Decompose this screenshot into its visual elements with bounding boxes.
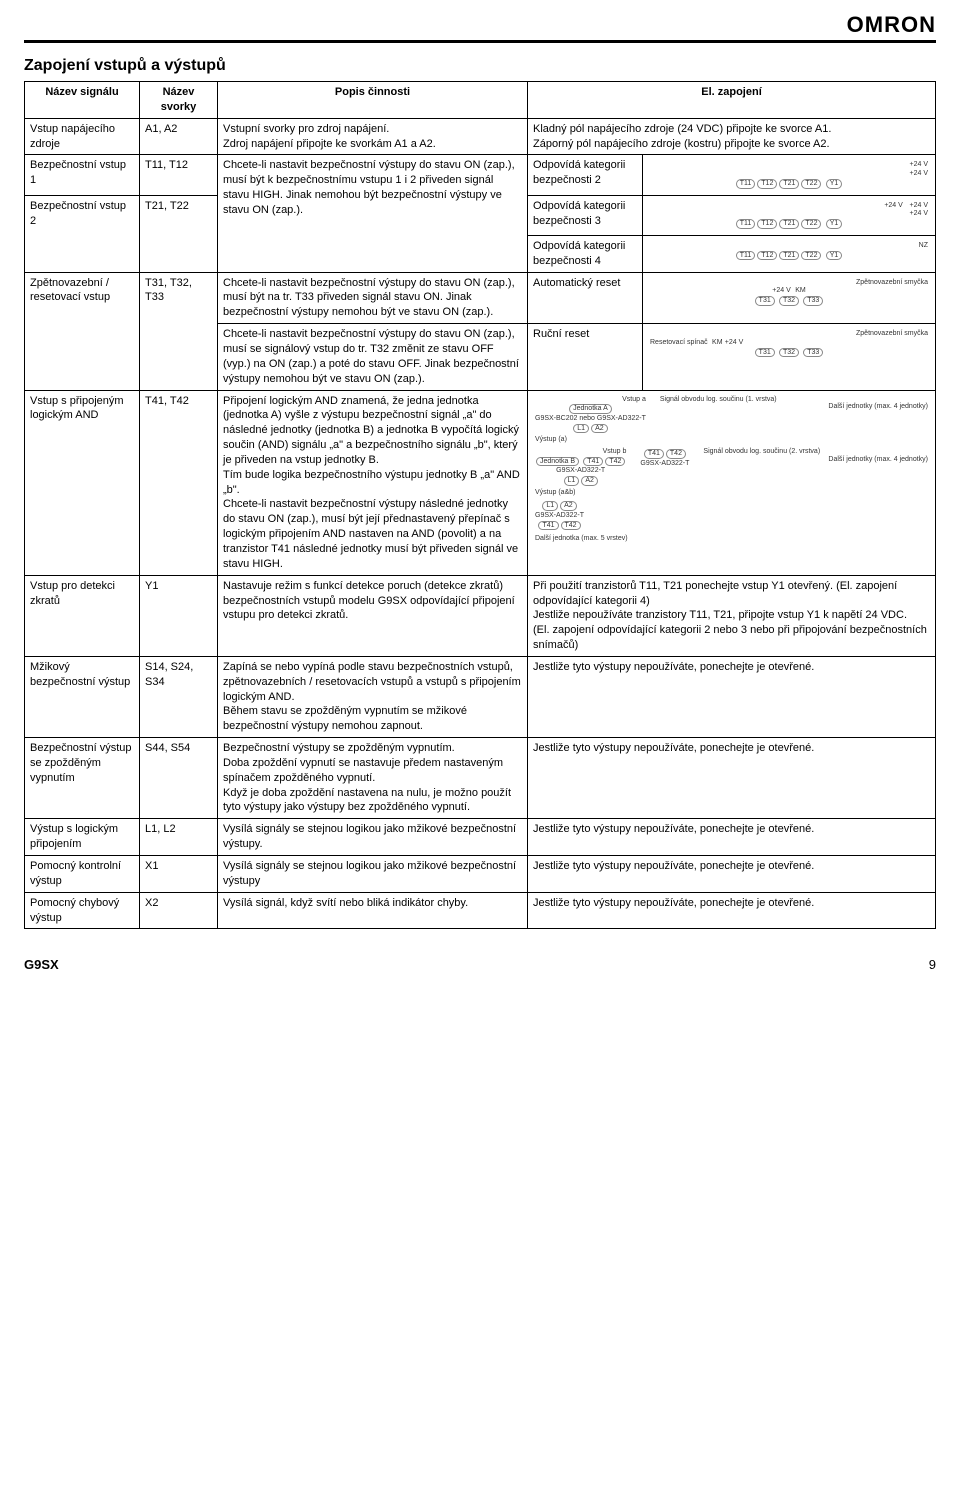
table-row: Vstup pro detekci zkratů Y1 Nastavuje re…	[25, 575, 936, 656]
cell-desc: Bezpečnostní výstupy se zpožděným vypnut…	[218, 738, 528, 819]
cell-desc: Vstupní svorky pro zdroj napájení. Zdroj…	[218, 118, 528, 155]
table-row: Zpětnovazební / resetovací vstup T31, T3…	[25, 272, 936, 324]
cell-signal: Bezpečnostní vstup 1	[25, 155, 140, 195]
col-header-signal: Název signálu	[25, 82, 140, 119]
col-header-terminal: Název svorky	[140, 82, 218, 119]
cell-wiring-cat: Odpovídá kategorii bezpečnosti 3	[528, 195, 643, 235]
cell-terminal: T11, T12	[140, 155, 218, 195]
cell-wiring: Jestliže tyto výstupy nepoužíváte, ponec…	[528, 656, 936, 737]
cell-terminal: X1	[140, 856, 218, 893]
cell-signal: Výstup s logickým připojením	[25, 819, 140, 856]
cell-signal: Bezpečnostní vstup 2	[25, 195, 140, 272]
manual-reset-diagram: Zpětnovazební smyčka Resetovací spínač K…	[648, 327, 930, 360]
cell-signal: Pomocný chybový výstup	[25, 892, 140, 929]
cell-terminal: A1, A2	[140, 118, 218, 155]
section-title: Zapojení vstupů a výstupů	[24, 57, 936, 75]
cell-wiring: Jestliže tyto výstupy nepoužíváte, ponec…	[528, 892, 936, 929]
cell-signal: Pomocný kontrolní výstup	[25, 856, 140, 893]
col-header-wiring: El. zapojení	[528, 82, 936, 119]
cell-signal: Zpětnovazební / resetovací vstup	[25, 272, 140, 390]
cell-desc: Chcete-li nastavit bezpečnostní výstupy …	[218, 272, 528, 324]
cell-wiring: Při použití tranzistorů T11, T21 poneche…	[528, 575, 936, 656]
cell-desc: Zapíná se nebo vypíná podle stavu bezpeč…	[218, 656, 528, 737]
page-footer: G9SX 9	[24, 957, 936, 972]
cell-signal: Vstup s připojeným logickým AND	[25, 390, 140, 575]
cell-wiring-cat: Odpovídá kategorii bezpečnosti 4	[528, 235, 643, 272]
cell-signal: Bezpečnostní výstup se zpožděným vypnutí…	[25, 738, 140, 819]
header-bar: OMRON	[24, 12, 936, 43]
io-wiring-table: Název signálu Název svorky Popis činnost…	[24, 81, 936, 929]
table-row: Bezpečnostní vstup 1 T11, T12 Chcete-li …	[25, 155, 936, 195]
table-header-row: Název signálu Název svorky Popis činnost…	[25, 82, 936, 119]
cell-wiring: Jestliže tyto výstupy nepoužíváte, ponec…	[528, 856, 936, 893]
and-logic-diagram: Vstup a Jednotka A G9SX-BC202 nebo G9SX-…	[533, 394, 930, 546]
footer-page-number: 9	[929, 957, 936, 972]
cell-terminal: T31, T32, T33	[140, 272, 218, 390]
table-row: Vstup napájecího zdroje A1, A2 Vstupní s…	[25, 118, 936, 155]
cell-signal: Vstup napájecího zdroje	[25, 118, 140, 155]
cell-wiring-diagram: NZ T11T12T21T22 Y1	[643, 235, 936, 272]
cell-desc: Nastavuje režim s funkcí detekce poruch …	[218, 575, 528, 656]
table-row: Pomocný chybový výstup X2 Vysílá signál,…	[25, 892, 936, 929]
cell-wiring-diagram: Zpětnovazební smyčka +24 V KM T31 T32 T3…	[643, 272, 936, 324]
cell-wiring-diagram: Vstup a Jednotka A G9SX-BC202 nebo G9SX-…	[528, 390, 936, 575]
cell-wiring: Jestliže tyto výstupy nepoužíváte, ponec…	[528, 819, 936, 856]
cell-wiring-cat: Odpovídá kategorii bezpečnosti 2	[528, 155, 643, 195]
table-row: Výstup s logickým připojením L1, L2 Vysí…	[25, 819, 936, 856]
safety-cat2-diagram: +24 V +24 V T11T12T21T22 Y1	[648, 158, 930, 191]
auto-reset-diagram: Zpětnovazební smyčka +24 V KM T31 T32 T3…	[648, 276, 930, 309]
table-row: Mžikový bezpečnostní výstup S14, S24, S3…	[25, 656, 936, 737]
cell-desc: Chcete-li nastavit bezpečnostní výstupy …	[218, 155, 528, 272]
table-row: Vstup s připojeným logickým AND T41, T42…	[25, 390, 936, 575]
cell-wiring: Jestliže tyto výstupy nepoužíváte, ponec…	[528, 738, 936, 819]
cell-desc: Chcete-li nastavit bezpečnostní výstupy …	[218, 324, 528, 390]
cell-wiring-diagram: +24 V +24 V +24 V T11T12T21T22 Y1	[643, 195, 936, 235]
cell-terminal: L1, L2	[140, 819, 218, 856]
safety-cat3-diagram: +24 V +24 V +24 V T11T12T21T22 Y1	[648, 199, 930, 232]
table-row: Pomocný kontrolní výstup X1 Vysílá signá…	[25, 856, 936, 893]
cell-desc: Vysílá signály se stejnou logikou jako m…	[218, 819, 528, 856]
cell-wiring: Kladný pól napájecího zdroje (24 VDC) př…	[528, 118, 936, 155]
cell-terminal: S14, S24, S34	[140, 656, 218, 737]
cell-wiring-diagram: Zpětnovazební smyčka Resetovací spínač K…	[643, 324, 936, 390]
cell-terminal: S44, S54	[140, 738, 218, 819]
footer-model: G9SX	[24, 957, 59, 972]
cell-wiring-diagram: +24 V +24 V T11T12T21T22 Y1	[643, 155, 936, 195]
cell-signal: Vstup pro detekci zkratů	[25, 575, 140, 656]
brand-logo: OMRON	[847, 12, 936, 38]
cell-desc: Připojení logickým AND znamená, že jedna…	[218, 390, 528, 575]
cell-terminal: T21, T22	[140, 195, 218, 272]
cell-desc: Vysílá signál, když svítí nebo bliká ind…	[218, 892, 528, 929]
cell-desc: Vysílá signály se stejnou logikou jako m…	[218, 856, 528, 893]
table-row: Bezpečnostní výstup se zpožděným vypnutí…	[25, 738, 936, 819]
cell-wiring-cat: Automatický reset	[528, 272, 643, 324]
cell-signal: Mžikový bezpečnostní výstup	[25, 656, 140, 737]
cell-terminal: T41, T42	[140, 390, 218, 575]
cell-terminal: X2	[140, 892, 218, 929]
cell-wiring-cat: Ruční reset	[528, 324, 643, 390]
safety-cat4-diagram: NZ T11T12T21T22 Y1	[648, 239, 930, 263]
cell-terminal: Y1	[140, 575, 218, 656]
col-header-desc: Popis činnosti	[218, 82, 528, 119]
